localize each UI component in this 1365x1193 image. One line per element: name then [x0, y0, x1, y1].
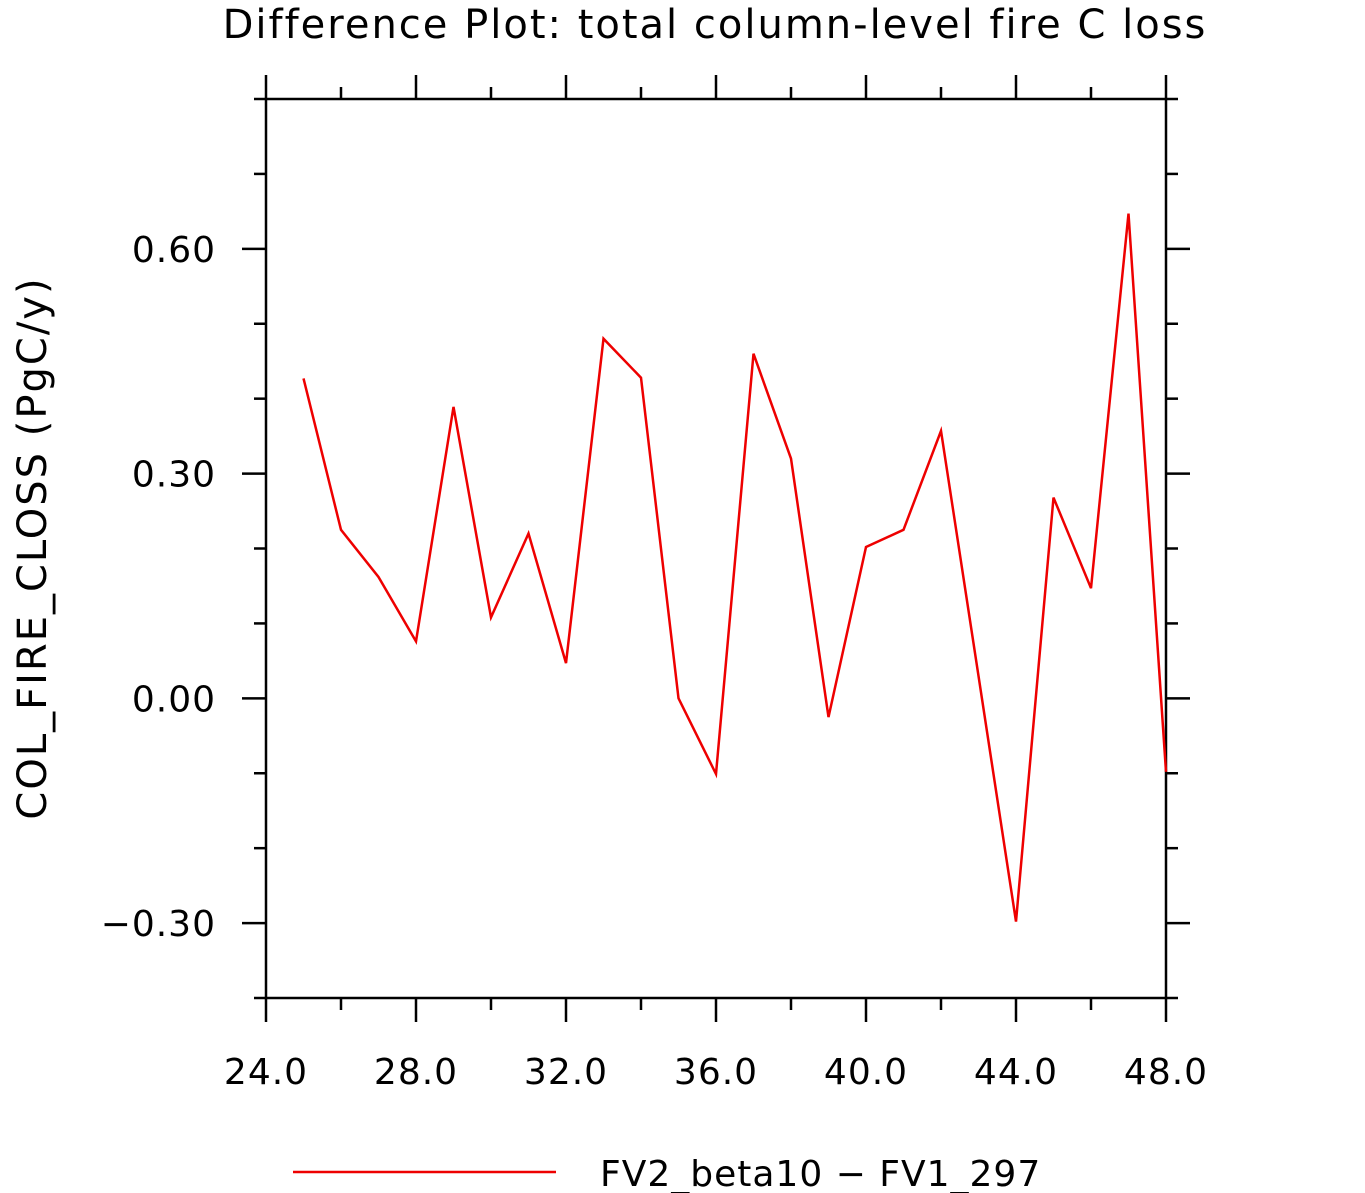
y-tick-label: 0.00	[132, 679, 216, 720]
x-tick-label: 48.0	[1124, 1052, 1208, 1093]
x-axis-tick-labels: 24.0 28.0 32.0 36.0 40.0 44.0 48.0	[224, 1052, 1208, 1093]
plot-frame	[264, 97, 1168, 1000]
y-tick-label: 0.30	[132, 455, 216, 496]
y-axis-label: COL_FIRE_CLOSS (PgC/y)	[10, 276, 56, 819]
chart-title: Difference Plot: total column-level fire…	[223, 2, 1208, 48]
x-tick-label: 32.0	[524, 1052, 608, 1093]
legend: FV2_beta10 − FV1_297	[293, 1154, 1041, 1193]
legend-label: FV2_beta10 − FV1_297	[600, 1154, 1041, 1193]
x-tick-label: 36.0	[674, 1052, 758, 1093]
series-line	[302, 213, 1168, 922]
y-tick-label: 0.60	[132, 230, 216, 271]
series-group	[302, 213, 1168, 922]
x-tick-label: 28.0	[374, 1052, 458, 1093]
axis-ticks	[242, 75, 1190, 1022]
y-tick-label: −0.30	[101, 904, 216, 945]
x-tick-label: 40.0	[824, 1052, 908, 1093]
x-tick-label: 24.0	[224, 1052, 308, 1093]
x-tick-label: 44.0	[974, 1052, 1058, 1093]
y-axis-tick-labels: −0.30 0.00 0.30 0.60	[101, 230, 216, 945]
